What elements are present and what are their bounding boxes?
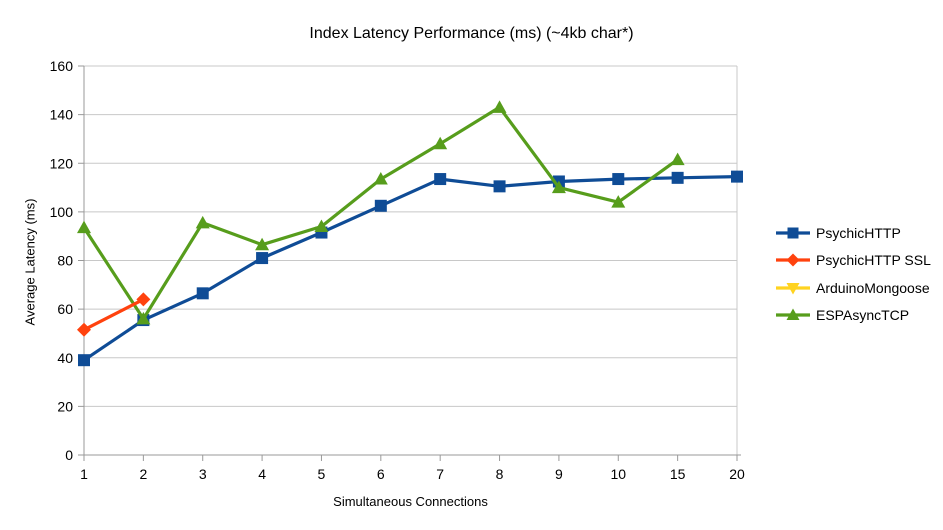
x-tick-label: 9 xyxy=(555,466,563,482)
y-tick-label: 20 xyxy=(57,398,73,414)
y-tick-label: 40 xyxy=(57,350,73,366)
square-marker-icon xyxy=(787,227,799,239)
legend-swatch-diamond-icon xyxy=(776,253,810,267)
square-marker-icon xyxy=(78,354,90,367)
triangle-up-marker-icon xyxy=(373,172,388,185)
x-tick-label: 4 xyxy=(258,466,266,482)
square-marker-icon xyxy=(434,173,447,186)
square-marker-icon xyxy=(256,252,269,265)
x-tick-label: 3 xyxy=(199,466,207,482)
triangle-up-marker-icon xyxy=(551,180,566,194)
legend: PsychicHTTP PsychicHTTP SSL ArduinoMongoos… xyxy=(776,219,931,329)
diamond-marker-icon xyxy=(786,253,800,267)
legend-label: PsychicHTTP SSL xyxy=(816,252,931,269)
legend-swatch-triangle-down-icon xyxy=(776,282,810,295)
y-axis-title: Average Latency (ms) xyxy=(22,198,38,326)
triangle-up-marker-icon xyxy=(433,136,448,150)
triangle-up-marker-icon xyxy=(786,308,800,321)
triangle-up-marker-icon xyxy=(255,237,270,251)
triangle-up-marker-icon xyxy=(77,220,91,234)
legend-item: PsychicHTTP xyxy=(776,219,931,247)
chart-title: Index Latency Performance (ms) (~4kb cha… xyxy=(309,25,634,42)
x-tick-label: 20 xyxy=(729,466,745,482)
x-tick-label: 1 xyxy=(80,466,88,482)
series-line-square xyxy=(83,175,738,362)
legend-label: ArduinoMongoose xyxy=(816,279,930,296)
legend-label: PsychicHTTP xyxy=(816,224,901,241)
series-line-diamond xyxy=(83,297,145,332)
x-tick-label: 6 xyxy=(377,466,385,482)
square-marker-icon xyxy=(671,171,684,184)
series-line-triangle-up xyxy=(82,105,679,321)
legend-swatch-square-icon xyxy=(776,227,810,239)
legend-swatch-triangle-up-icon xyxy=(776,308,810,321)
triangle-up-marker-icon xyxy=(314,219,329,232)
triangle-down-marker-icon xyxy=(786,282,800,295)
legend-item: ArduinoMongoose xyxy=(776,274,931,302)
legend-item: PsychicHTTP SSL xyxy=(776,247,931,275)
x-tick-label: 8 xyxy=(496,466,504,482)
y-tick-label: 100 xyxy=(50,204,74,220)
x-tick-label: 5 xyxy=(318,466,326,482)
square-marker-icon xyxy=(493,180,506,193)
diamond-marker-icon xyxy=(136,292,151,307)
triangle-up-marker-icon xyxy=(611,195,626,208)
x-tick-label: 7 xyxy=(436,466,444,482)
triangle-up-marker-icon xyxy=(492,100,507,113)
diamond-marker-icon xyxy=(77,322,91,337)
legend-label: ESPAsyncTCP xyxy=(816,307,910,324)
square-marker-icon xyxy=(374,199,387,212)
x-tick-label: 2 xyxy=(139,466,147,482)
y-tick-label: 60 xyxy=(57,301,73,317)
triangle-up-marker-icon xyxy=(670,152,685,166)
y-tick-label: 80 xyxy=(57,253,73,269)
x-axis-title: Simultaneous Connections xyxy=(333,494,488,509)
triangle-up-marker-icon xyxy=(136,311,151,325)
y-tick-label: 160 xyxy=(50,58,74,74)
x-tick-label: 15 xyxy=(670,466,686,482)
triangle-up-marker-icon xyxy=(195,215,210,229)
legend-item: ESPAsyncTCP xyxy=(776,302,931,330)
x-tick-label: 10 xyxy=(610,466,626,482)
y-tick-label: 140 xyxy=(50,107,74,123)
square-marker-icon xyxy=(196,287,209,300)
y-tick-label: 120 xyxy=(50,155,74,171)
y-tick-label: 0 xyxy=(65,447,73,463)
square-marker-icon xyxy=(731,170,743,183)
square-marker-icon xyxy=(612,173,625,186)
